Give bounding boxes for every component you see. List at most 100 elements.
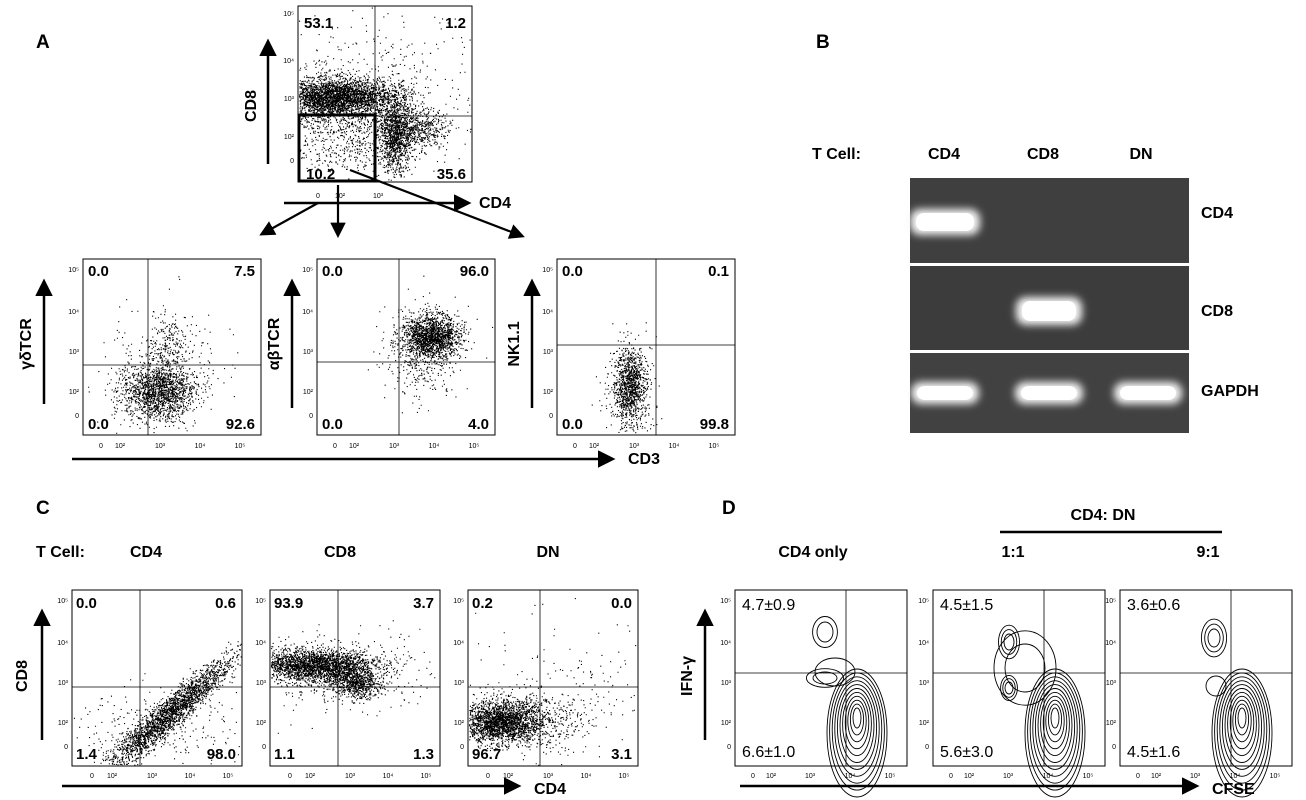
x-ticks: 0 10² 10³ 10⁴ 10⁵ xyxy=(751,773,895,780)
event-dots xyxy=(367,275,494,414)
tick-label: 10² xyxy=(919,720,930,727)
contour-line xyxy=(1047,703,1063,736)
panel-b: T Cell: CD4 CD8 DN CD4 CD8 GAPDH xyxy=(812,146,1259,433)
tick-label: 10⁴ xyxy=(453,640,464,647)
quadrant-value-ll: 5.6±3.0 xyxy=(940,744,993,761)
row-label-t-cell: T Cell: xyxy=(812,146,861,163)
quadrant-value-ll: 1.1 xyxy=(274,746,295,763)
tick-label: 10³ xyxy=(284,96,295,103)
tick-label: 10⁴ xyxy=(845,773,856,780)
tick-label: 10⁵ xyxy=(302,267,313,274)
quadrant-value-ul: 0.0 xyxy=(322,263,343,280)
event-dots xyxy=(591,322,663,434)
panel-d: CD4 only CD4: DN 1:1 9:1 4.7±0.9 6.6±1.0… xyxy=(679,507,1293,798)
gel-band-core xyxy=(1022,301,1076,321)
tick-label: 10² xyxy=(721,720,732,727)
tick-label: 10² xyxy=(1151,773,1162,780)
tick-label: 10⁴ xyxy=(581,773,592,780)
tick-label: 10² xyxy=(1106,720,1117,727)
contour-line xyxy=(847,699,867,743)
column-title-cd8: CD8 xyxy=(324,544,356,561)
quadrant-value-ll: 96.7 xyxy=(472,746,501,763)
x-axis-label: CFSE xyxy=(1212,781,1255,798)
y-ticks: 10⁵ 10⁴ 10³ 10² 0 xyxy=(720,598,731,751)
lane-label-cd8: CD8 xyxy=(1027,146,1059,163)
tick-label: 10⁵ xyxy=(1105,598,1116,605)
tick-label: 0 xyxy=(925,744,929,751)
tick-label: 10⁵ xyxy=(57,598,68,605)
quadrant-value-ur: 96.0 xyxy=(460,263,489,280)
tick-label: 10² xyxy=(284,134,295,141)
tick-label: 10² xyxy=(58,720,69,727)
x-ticks: 0 10² 10³ 10⁴ 10⁵ xyxy=(1136,773,1280,780)
tick-label: 10⁵ xyxy=(235,443,246,450)
contour-line xyxy=(1004,681,1014,695)
quadrant-value-ur: 7.5 xyxy=(234,263,255,280)
tick-label: 10⁵ xyxy=(453,598,464,605)
contour-line xyxy=(812,616,838,648)
tick-label: 10⁴ xyxy=(383,773,394,780)
gel-band-core xyxy=(916,213,974,231)
column-title-dn: DN xyxy=(536,544,559,561)
contour-line xyxy=(831,676,883,784)
band-label-gapdh: GAPDH xyxy=(1201,383,1259,400)
plot-c-dn: 0.2 0.0 96.7 3.1 10⁵ 10⁴ 10³ 10² 0 0 10²… xyxy=(453,589,639,780)
contour-line xyxy=(1050,707,1060,729)
y-ticks: 10⁵ 10⁴ 10³ 10² 0 xyxy=(918,598,929,751)
tick-label: 10⁴ xyxy=(720,640,731,647)
y-ticks: 10⁵ 10⁴ 10³ 10² 0 xyxy=(255,598,266,751)
contour-plot xyxy=(1200,618,1273,798)
panel-letter-d: D xyxy=(722,498,736,519)
contour-line xyxy=(1207,628,1221,648)
tick-label: 0 xyxy=(727,744,731,751)
tick-label: 0 xyxy=(309,413,313,420)
tick-label: 10⁴ xyxy=(669,443,680,450)
quadrant-value-lr: 92.6 xyxy=(226,416,255,433)
contour-line xyxy=(1227,691,1257,757)
tick-label: 10² xyxy=(454,720,465,727)
y-ticks: 10⁵ 10⁴ 10³ 10² 0 xyxy=(542,267,553,420)
tick-label: 10³ xyxy=(543,773,554,780)
quadrant-value-ul: 0.0 xyxy=(562,263,583,280)
panel-a: 53.1 1.2 10.2 35.6 10⁵ 10⁴ 10³ 10² 0 0 1… xyxy=(18,5,736,468)
contour-line xyxy=(1042,695,1068,750)
plot-frame xyxy=(269,589,441,767)
plot-frame xyxy=(316,258,496,436)
plot-d-ratio-9-1: 3.6±0.6 4.5±1.6 10⁵ 10⁴ 10³ 10² 0 0 10² … xyxy=(1105,589,1293,798)
quadrant-value-lr: 1.3 xyxy=(413,746,434,763)
contour-line xyxy=(1200,618,1228,658)
tick-label: 10² xyxy=(503,773,514,780)
tick-label: 10⁵ xyxy=(885,773,896,780)
contour-line xyxy=(1040,691,1070,757)
tick-label: 10³ xyxy=(919,680,930,687)
quadrant-value-lr: 35.6 xyxy=(437,166,466,183)
quadrant-value-lr: 4.0 xyxy=(468,416,489,433)
quadrant-value-ul: 53.1 xyxy=(304,15,333,32)
quadrant-value-ur: 1.2 xyxy=(445,15,466,32)
plot-frame xyxy=(82,258,262,436)
quadrant-value-ul: 4.5±1.5 xyxy=(940,597,993,614)
tick-label: 10⁵ xyxy=(469,443,480,450)
tick-label: 10⁴ xyxy=(918,640,929,647)
tick-label: 10³ xyxy=(629,443,640,450)
event-dots xyxy=(271,620,436,734)
contour-line xyxy=(1004,643,1046,693)
tick-label: 10³ xyxy=(1190,773,1201,780)
y-ticks: 10⁵ 10⁴ 10³ 10² 0 xyxy=(302,267,313,420)
scatter-dots xyxy=(271,620,436,734)
contour-line xyxy=(844,695,870,750)
tick-label: 0 xyxy=(75,413,79,420)
panel-c: T Cell: CD4 CD8 DN 0.0 0.6 1.4 98.0 10⁵ … xyxy=(14,544,639,798)
tick-label: 10² xyxy=(349,443,360,450)
y-ticks: 10⁵ 10⁴ 10³ 10² 0 xyxy=(283,11,294,165)
tick-label: 10⁴ xyxy=(302,309,313,316)
row-label-t-cell: T Cell: xyxy=(36,544,85,561)
tick-label: 10⁴ xyxy=(195,443,206,450)
tick-label: 10³ xyxy=(155,443,166,450)
contour-line xyxy=(1232,699,1252,743)
tick-label: 10⁴ xyxy=(283,58,294,65)
contour-line xyxy=(1027,672,1083,791)
plot-frame xyxy=(932,589,1106,767)
tick-label: 0 xyxy=(288,773,292,780)
contour-line xyxy=(1032,680,1078,777)
